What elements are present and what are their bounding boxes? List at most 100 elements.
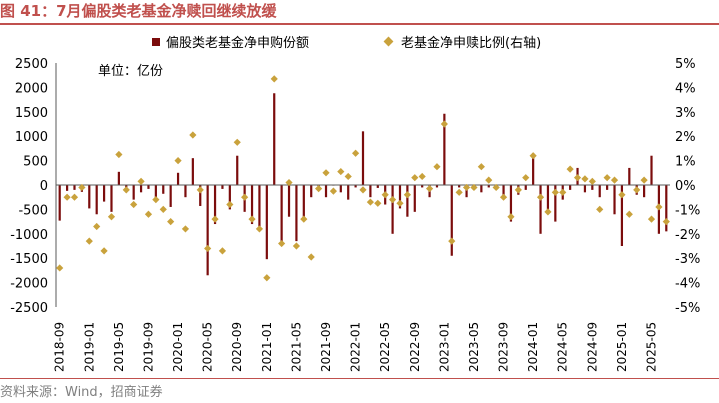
ratio-point	[359, 186, 367, 194]
ratio-point	[233, 138, 241, 146]
subscription-bar	[102, 185, 106, 202]
ratio-point	[529, 152, 537, 160]
subscription-bar	[598, 185, 601, 198]
subscription-bar	[591, 185, 594, 190]
ratio-point	[662, 218, 670, 226]
subscription-bar	[465, 185, 468, 198]
ratio-point	[448, 237, 456, 245]
left-tick-label: -500	[18, 203, 48, 218]
ratio-point	[285, 178, 293, 187]
left-tick-label: -1500	[10, 252, 48, 267]
ratio-point	[85, 237, 93, 245]
subscription-bar	[339, 185, 342, 193]
subscription-bar	[265, 185, 268, 260]
subscription-bar	[191, 158, 194, 185]
subscription-bar	[162, 185, 165, 194]
subscription-bar	[539, 185, 542, 234]
ratio-point	[307, 253, 315, 261]
x-tick-label: 2023-05	[467, 322, 481, 372]
x-tick-label: 2021-01	[260, 322, 274, 372]
ratio-point	[655, 203, 663, 211]
ratio-point	[485, 176, 493, 184]
left-tick-label: -1000	[10, 228, 48, 243]
ratio-point	[270, 75, 278, 83]
legend: 偏股类老基金净申购份额 老基金净申赎比例(右轴)	[152, 35, 541, 51]
ratio-point	[544, 208, 552, 216]
legend-scatter-label: 老基金净申赎比例(右轴)	[401, 35, 541, 51]
x-tick-label: 2019-01	[82, 322, 96, 372]
ratio-point	[100, 247, 108, 255]
subscription-bar	[502, 185, 505, 198]
right-tick-label: 0%	[675, 179, 696, 194]
left-tick-label: 1000	[15, 130, 48, 145]
subscription-bar	[406, 185, 409, 217]
subscription-bar	[147, 185, 150, 189]
subscription-bar	[88, 185, 91, 209]
right-tick-label: 5%	[675, 57, 696, 72]
ratio-point	[329, 187, 338, 195]
legend-scatter-swatch	[383, 36, 394, 47]
ratio-point	[396, 199, 404, 207]
ratio-point	[418, 172, 426, 181]
x-tick-label: 2020-09	[230, 322, 244, 372]
ratio-point	[455, 188, 463, 196]
subscription-bar	[354, 185, 357, 188]
left-tick-label: -2000	[10, 277, 48, 292]
subscription-bar	[221, 185, 224, 189]
ratio-point	[337, 167, 345, 176]
ratio-point	[300, 215, 308, 223]
ratio-point	[226, 200, 234, 209]
ratio-point	[78, 183, 86, 192]
left-tick-label: 2500	[15, 57, 48, 72]
ratio-point	[522, 174, 530, 182]
ratio-point	[625, 210, 633, 218]
ratio-point	[610, 176, 619, 184]
subscription-bar	[643, 185, 646, 198]
subscription-bar	[310, 185, 313, 198]
right-tick-label: 1%	[675, 155, 696, 170]
subscription-bar	[139, 185, 143, 193]
ratio-point	[211, 215, 219, 223]
legend-bar-swatch	[152, 38, 160, 46]
subscription-bar	[361, 131, 365, 185]
subscription-bar	[546, 185, 550, 210]
ratio-point	[559, 188, 567, 196]
ratio-point	[70, 193, 79, 201]
footer-divider	[0, 378, 719, 379]
left-tick-label: 2000	[15, 81, 48, 96]
subscription-bar	[569, 185, 572, 190]
ratio-point	[218, 247, 227, 255]
ratio-point	[204, 244, 212, 253]
x-tick-label: 2020-05	[201, 322, 215, 372]
subscription-bar	[273, 93, 276, 185]
ratio-point	[388, 196, 397, 204]
ratio-point	[366, 198, 374, 206]
chart-title: 图 41：7月偏股类老基金净赎回继续放缓	[0, 2, 277, 20]
right-axis: 5% 4% 3% 2% 1% 0% -1% -2% -3% -4% -5%	[675, 57, 700, 316]
ratio-point	[278, 239, 286, 248]
ratio-point	[499, 193, 508, 201]
subscription-bar	[169, 185, 172, 207]
x-tick-label: 2024-01	[526, 322, 540, 372]
subscription-bar	[117, 171, 120, 185]
subscription-bar	[398, 185, 402, 209]
x-axis: 2018-09 2019-01 2019-05 2019-09 2020-01 2020-…	[53, 322, 659, 372]
x-tick-label: 2025-05	[645, 322, 659, 372]
subscription-bar	[258, 185, 261, 227]
ratio-point	[514, 186, 522, 194]
subscription-bar	[324, 185, 328, 198]
ratio-point	[107, 213, 116, 221]
ratio-point	[477, 163, 485, 171]
ratio-point	[56, 264, 64, 272]
x-tick-label: 2019-05	[112, 322, 126, 372]
subscription-bar	[199, 185, 202, 206]
x-tick-label: 2022-05	[378, 322, 392, 372]
ratio-point	[566, 165, 574, 173]
subscription-bar	[347, 185, 350, 200]
ratio-point	[433, 163, 441, 171]
title-divider	[0, 23, 719, 25]
x-tick-label: 2023-09	[497, 322, 511, 372]
subscription-bar	[154, 185, 157, 200]
ratio-point	[425, 185, 434, 193]
chart-canvas: 偏股类老基金净申购份额 老基金净申赎比例(右轴) 单位：亿份 2500 2000 1…	[10, 35, 700, 372]
